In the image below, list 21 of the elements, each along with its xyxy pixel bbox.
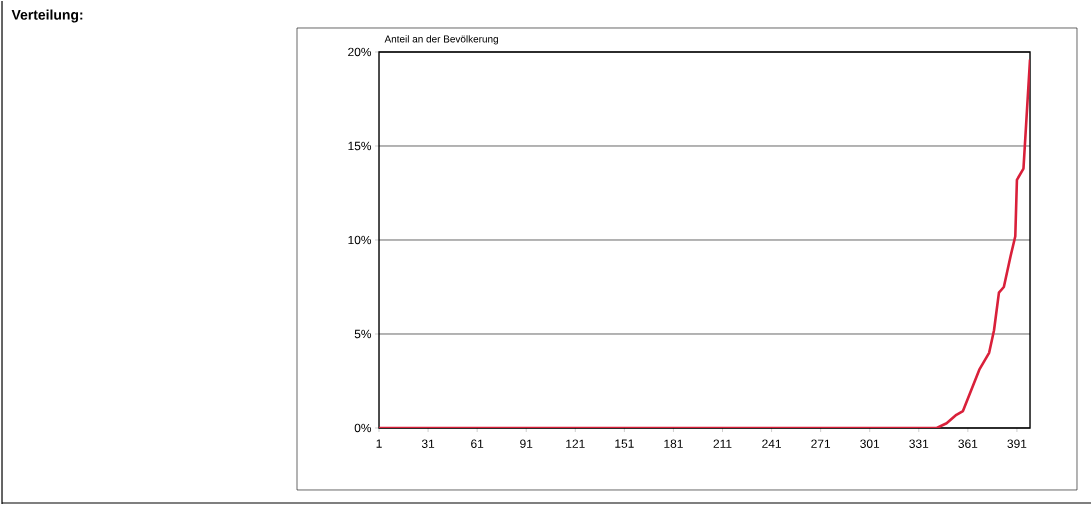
x-tick-label: 361: [958, 439, 978, 448]
x-tick-label: 211: [713, 439, 732, 448]
x-tick-label: 121: [566, 439, 585, 448]
x-tick-label: 151: [615, 439, 634, 448]
x-tick-label: 271: [811, 439, 831, 448]
x-tick-label: 331: [909, 439, 929, 448]
y-tick-label: 0%: [354, 423, 372, 433]
y-tick-label: 15%: [348, 141, 372, 151]
y-tick-label: 20%: [348, 47, 372, 57]
y-tick-label: 5%: [354, 329, 372, 339]
y-tick-label: 10%: [348, 235, 372, 245]
x-tick-label: 301: [860, 439, 880, 448]
x-tick-label: 61: [471, 439, 484, 448]
x-tick-label: 1: [376, 439, 382, 448]
x-tick-label: 181: [664, 439, 683, 448]
x-tick-label: 31: [421, 439, 435, 448]
y-axis-title: Anteil an der Bevölkerung: [384, 35, 498, 45]
x-tick-label: 91: [520, 439, 533, 448]
x-tick-label: 241: [762, 439, 781, 448]
x-tick-label: 391: [1007, 439, 1027, 448]
text: Verteilung:: [11, 9, 83, 23]
